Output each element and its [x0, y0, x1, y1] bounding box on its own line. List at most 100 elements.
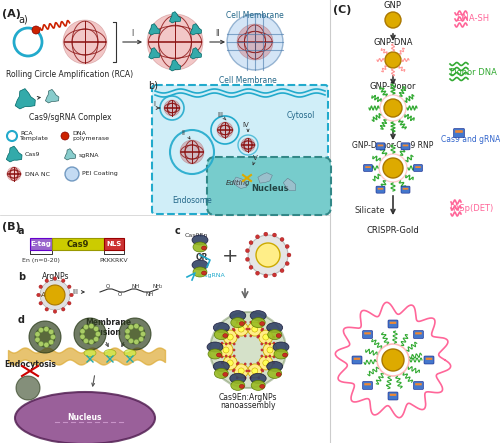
Ellipse shape: [15, 392, 155, 443]
Circle shape: [250, 377, 252, 379]
Circle shape: [260, 343, 263, 345]
Circle shape: [252, 368, 258, 374]
Text: Cell Membrane: Cell Membrane: [219, 76, 277, 85]
Circle shape: [221, 342, 223, 344]
Circle shape: [287, 253, 291, 257]
Circle shape: [227, 14, 283, 70]
FancyBboxPatch shape: [364, 164, 372, 171]
Circle shape: [45, 279, 48, 283]
Circle shape: [62, 307, 65, 311]
Circle shape: [233, 369, 235, 371]
FancyBboxPatch shape: [426, 358, 432, 360]
Circle shape: [68, 285, 71, 288]
Ellipse shape: [214, 361, 230, 371]
Circle shape: [134, 339, 139, 344]
Circle shape: [180, 140, 204, 164]
Circle shape: [53, 277, 57, 280]
Circle shape: [246, 370, 248, 372]
FancyBboxPatch shape: [376, 143, 385, 150]
Circle shape: [272, 233, 276, 237]
Circle shape: [210, 312, 286, 388]
Text: GNP-Donor-Cas9 RNP: GNP-Donor-Cas9 RNP: [352, 141, 434, 150]
FancyBboxPatch shape: [362, 381, 372, 389]
Ellipse shape: [230, 311, 246, 321]
Polygon shape: [148, 23, 160, 35]
Circle shape: [225, 329, 228, 331]
Circle shape: [256, 235, 260, 239]
Ellipse shape: [192, 260, 208, 270]
Circle shape: [252, 326, 258, 332]
FancyBboxPatch shape: [415, 383, 422, 385]
Ellipse shape: [266, 361, 282, 371]
Circle shape: [44, 326, 49, 332]
Circle shape: [39, 285, 42, 288]
Circle shape: [258, 335, 260, 337]
Text: (A): (A): [2, 9, 21, 19]
Text: NH: NH: [146, 292, 154, 298]
Circle shape: [35, 327, 55, 347]
Text: Cas9En: Cas9En: [184, 233, 208, 238]
Circle shape: [236, 335, 238, 337]
Polygon shape: [46, 89, 59, 103]
Circle shape: [68, 301, 71, 305]
Polygon shape: [64, 149, 76, 160]
Circle shape: [227, 334, 233, 340]
Circle shape: [260, 329, 263, 331]
Ellipse shape: [214, 330, 228, 340]
Circle shape: [225, 369, 228, 371]
Circle shape: [44, 342, 49, 347]
Circle shape: [236, 321, 238, 323]
Ellipse shape: [214, 323, 230, 333]
Circle shape: [128, 325, 134, 330]
FancyBboxPatch shape: [401, 143, 410, 150]
Text: a): a): [18, 14, 28, 24]
Text: I: I: [153, 101, 155, 107]
Ellipse shape: [202, 246, 206, 250]
Polygon shape: [6, 146, 22, 162]
Circle shape: [241, 138, 255, 152]
Polygon shape: [284, 178, 296, 190]
Circle shape: [233, 343, 235, 345]
Circle shape: [229, 356, 231, 358]
Polygon shape: [190, 23, 202, 35]
Ellipse shape: [192, 235, 208, 245]
Text: NH: NH: [132, 284, 140, 288]
Circle shape: [272, 336, 275, 338]
Circle shape: [248, 370, 250, 372]
Circle shape: [119, 318, 151, 350]
Ellipse shape: [273, 342, 289, 352]
Circle shape: [285, 261, 289, 265]
Ellipse shape: [230, 373, 246, 383]
Circle shape: [263, 360, 269, 366]
Circle shape: [268, 343, 271, 345]
Text: O: O: [118, 292, 122, 298]
Circle shape: [74, 318, 106, 350]
Circle shape: [246, 257, 250, 261]
Circle shape: [84, 325, 88, 330]
Ellipse shape: [276, 373, 281, 377]
Text: (C): (C): [333, 5, 351, 15]
Ellipse shape: [250, 311, 266, 321]
Circle shape: [268, 355, 271, 357]
Circle shape: [80, 329, 85, 334]
Circle shape: [147, 14, 203, 70]
Text: ArgNPs: ArgNPs: [42, 272, 70, 281]
Circle shape: [39, 301, 42, 305]
Ellipse shape: [193, 267, 207, 277]
FancyBboxPatch shape: [390, 394, 396, 396]
Text: Endosome: Endosome: [172, 195, 212, 205]
Ellipse shape: [223, 373, 228, 377]
Text: II: II: [215, 29, 219, 38]
Circle shape: [285, 245, 289, 249]
Text: GNP-DNA: GNP-DNA: [373, 38, 413, 47]
Circle shape: [273, 342, 275, 344]
Circle shape: [62, 279, 65, 283]
Circle shape: [244, 321, 246, 323]
Polygon shape: [15, 89, 36, 109]
Circle shape: [80, 324, 100, 344]
Ellipse shape: [214, 369, 228, 378]
Circle shape: [280, 237, 284, 241]
Circle shape: [29, 321, 61, 353]
Text: Endocytosis: Endocytosis: [4, 360, 56, 369]
FancyBboxPatch shape: [424, 356, 434, 364]
